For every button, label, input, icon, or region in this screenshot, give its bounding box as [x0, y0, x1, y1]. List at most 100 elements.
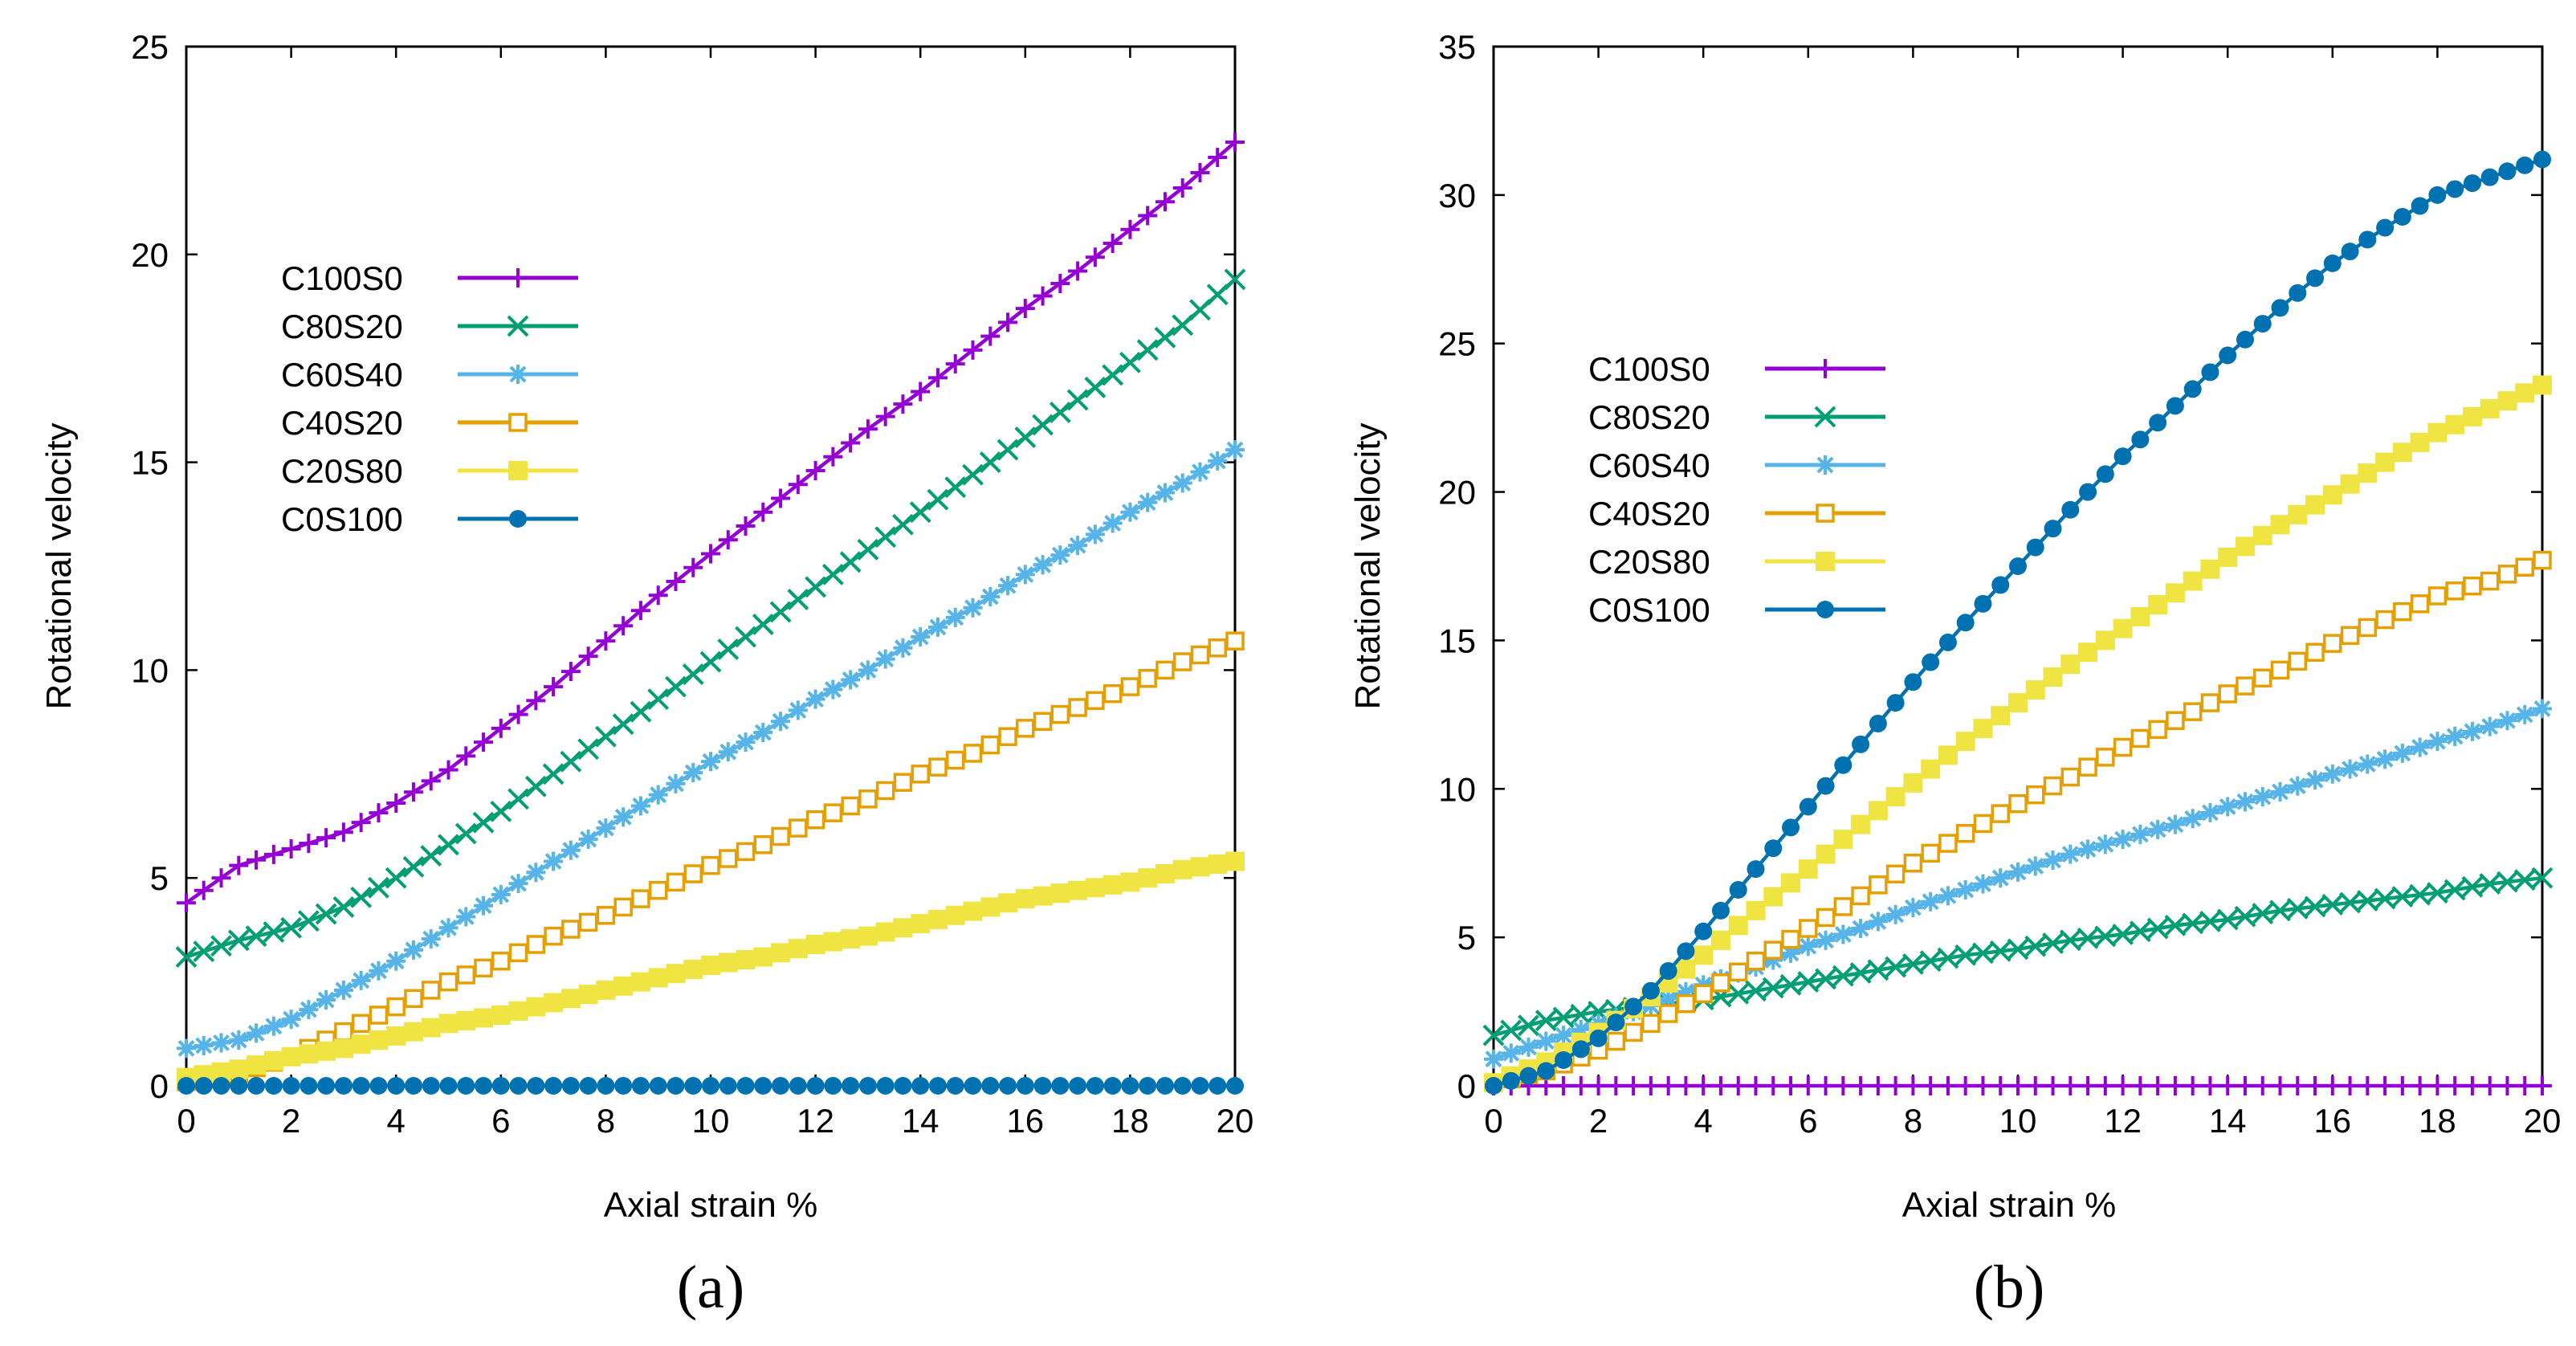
- point-c40s20: [1138, 669, 1157, 688]
- point-c60s40: [474, 895, 494, 916]
- point-c100s0: [788, 475, 808, 495]
- point-c20s80: [1694, 945, 1714, 965]
- point-c0s100: [1677, 942, 1695, 961]
- point-c20s80: [2305, 495, 2325, 515]
- point-c100s0: [1938, 1076, 1958, 1095]
- y-tick-label: 25: [1438, 325, 1476, 363]
- point-c60s40: [2218, 797, 2238, 817]
- point-c0s100: [527, 1077, 545, 1095]
- point-c60s40: [718, 742, 738, 762]
- point-c80s20: [1032, 414, 1054, 436]
- point-c0s100: [1051, 1077, 1070, 1095]
- point-c40s20: [2533, 550, 2552, 570]
- point-c40s20: [1781, 929, 1800, 949]
- point-c100s0: [1798, 1076, 1818, 1095]
- point-c60s40: [963, 598, 983, 618]
- point-c60s40: [1921, 891, 1941, 912]
- point-c100s0: [1694, 1076, 1714, 1095]
- point-c40s20: [2166, 711, 2185, 731]
- x-tick-label: 18: [1111, 1102, 1149, 1140]
- point-c60s40: [2060, 844, 2081, 864]
- point-c80s20: [2216, 908, 2239, 931]
- point-c20s80: [1208, 854, 1228, 874]
- point-c40s20: [1606, 1031, 1626, 1051]
- point-c40s20: [351, 1014, 371, 1034]
- point-c0s100: [1747, 860, 1765, 879]
- point-c100s0: [1781, 1076, 1801, 1095]
- point-c0s100: [1922, 653, 1940, 671]
- legend-marker-c60s40: [1816, 455, 1835, 475]
- point-c0s100: [2253, 315, 2272, 333]
- point-c0s100: [1226, 1077, 1244, 1095]
- series-c80s20: [175, 268, 1246, 968]
- point-c0s100: [894, 1077, 912, 1095]
- point-c20s80: [1728, 916, 1748, 936]
- point-c20s80: [805, 935, 825, 955]
- point-c40s20: [561, 920, 581, 939]
- point-c0s100: [1729, 880, 1747, 899]
- legend-label-c80s20: C80S20: [1588, 398, 1710, 436]
- x-axis-title-b: Axial strain %: [1902, 1185, 2117, 1225]
- point-c100s0: [2113, 1076, 2133, 1095]
- point-c60s40: [2462, 721, 2482, 741]
- point-c0s100: [387, 1077, 406, 1095]
- point-c100s0: [1015, 299, 1035, 319]
- point-c100s0: [1885, 1076, 1906, 1095]
- point-c80s20: [2269, 899, 2291, 922]
- point-c40s20: [648, 880, 668, 900]
- point-c100s0: [2095, 1076, 2115, 1095]
- point-c80s20: [1989, 940, 2011, 962]
- point-c100s0: [1085, 247, 1105, 267]
- point-c0s100: [317, 1077, 336, 1095]
- point-c40s20: [2130, 728, 2150, 748]
- point-c0s100: [2341, 243, 2359, 261]
- point-c60s40: [1015, 565, 1035, 585]
- point-c80s20: [2426, 882, 2448, 904]
- point-c40s20: [386, 997, 406, 1017]
- point-c100s0: [2148, 1076, 2168, 1095]
- point-c0s100: [964, 1077, 982, 1095]
- point-c60s40: [613, 807, 634, 827]
- point-c100s0: [229, 855, 249, 875]
- point-c20s80: [1120, 872, 1140, 892]
- point-c80s20: [1867, 959, 1889, 981]
- point-c60s40: [998, 576, 1018, 596]
- point-c0s100: [1537, 1062, 1555, 1080]
- point-c80s20: [420, 845, 442, 867]
- point-c20s80: [2322, 485, 2342, 505]
- point-c80s20: [1084, 377, 1107, 398]
- point-c100s0: [1120, 219, 1140, 239]
- point-c80s20: [682, 663, 704, 685]
- point-c0s100: [1033, 1077, 1052, 1095]
- point-c40s20: [2078, 757, 2097, 777]
- point-c100s0: [369, 803, 389, 823]
- point-c20s80: [998, 893, 1018, 913]
- legend-b: C100S0 C80S20 C60S40 C40S20 C20S80 C0S100: [1588, 350, 1885, 629]
- point-c20s80: [945, 905, 965, 925]
- point-c20s80: [316, 1041, 336, 1061]
- point-c20s80: [526, 997, 546, 1017]
- x-tick-label: 14: [2209, 1102, 2247, 1140]
- point-c20s80: [858, 926, 878, 946]
- point-c0s100: [2480, 168, 2499, 186]
- point-c0s100: [842, 1077, 860, 1095]
- point-c60s40: [858, 660, 878, 680]
- point-c80s20: [1832, 965, 1854, 987]
- point-c20s80: [927, 909, 948, 929]
- point-c100s0: [211, 868, 231, 888]
- x-tick-label: 20: [1217, 1102, 1254, 1140]
- point-c100s0: [2427, 1076, 2448, 1095]
- point-c40s20: [805, 810, 825, 830]
- y-tick-label: 20: [1438, 474, 1476, 512]
- point-c60s40: [281, 1010, 301, 1030]
- point-c60s40: [1103, 513, 1123, 533]
- point-c100s0: [1068, 261, 1088, 281]
- point-c80s20: [805, 576, 827, 598]
- point-c40s20: [334, 1022, 353, 1042]
- point-c40s20: [1016, 719, 1035, 738]
- point-c0s100: [404, 1077, 422, 1095]
- point-c40s20: [2252, 668, 2272, 688]
- point-c60s40: [1120, 502, 1140, 522]
- point-c80s20: [1102, 364, 1124, 386]
- point-c80s20: [630, 700, 652, 723]
